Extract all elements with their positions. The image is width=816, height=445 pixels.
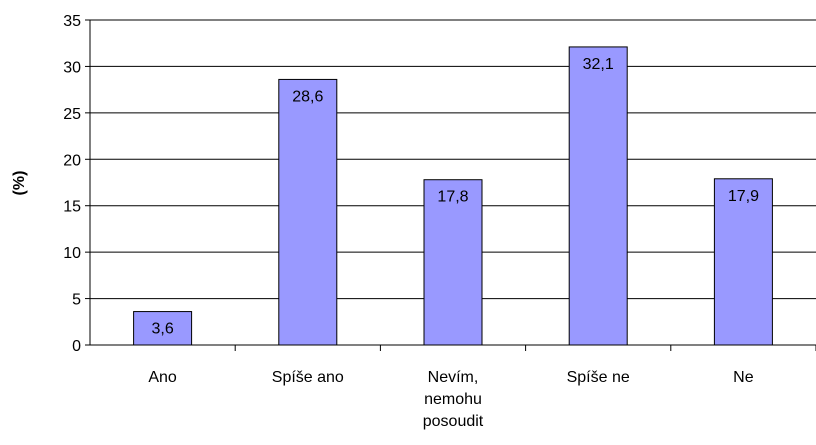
y-tick-label: 15 (63, 199, 81, 216)
x-tick-label: Spíše ne (567, 369, 630, 386)
bar (278, 78, 338, 346)
value-label: 3,6 (151, 321, 173, 338)
y-tick-label: 20 (63, 152, 81, 169)
y-tick-label: 5 (72, 292, 81, 309)
y-tick-label: 30 (63, 59, 81, 76)
x-tick-label: Nevím, nemohu posoudit (423, 369, 484, 430)
bar (568, 46, 628, 346)
y-tick-label: 25 (63, 106, 81, 123)
bar (423, 179, 483, 346)
y-tick-label: 0 (72, 338, 81, 355)
y-tick-label: 10 (63, 245, 81, 262)
value-label: 17,8 (437, 189, 468, 206)
value-label: 32,1 (583, 56, 614, 73)
value-label: 17,9 (728, 188, 759, 205)
y-axis-label: (%) (11, 171, 28, 196)
bar (713, 178, 773, 346)
y-tick-label: 35 (63, 13, 81, 30)
x-tick-label: Ano (148, 369, 177, 386)
x-tick-label: Ne (733, 369, 754, 386)
bar (133, 311, 193, 346)
x-tick-label: Spíše ano (272, 369, 344, 386)
value-label: 28,6 (292, 88, 323, 105)
